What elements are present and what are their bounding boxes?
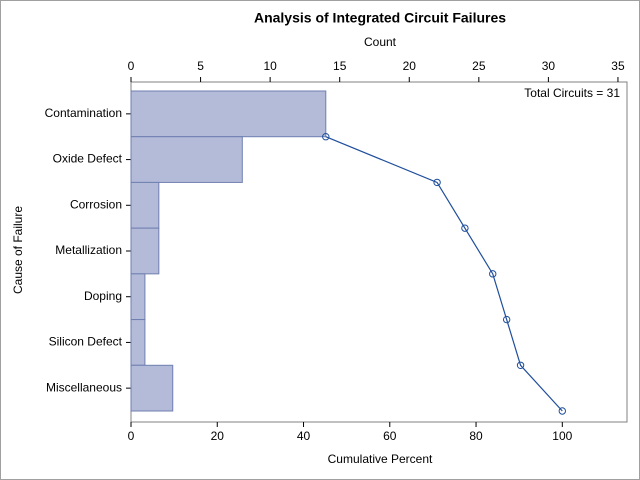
cumulative-point bbox=[433, 178, 441, 187]
x2-tick-label: 5 bbox=[197, 59, 204, 73]
y-tick-label: Corrosion bbox=[70, 197, 122, 211]
y-tick-label: Contamination bbox=[45, 106, 122, 120]
x2-tick-label: 15 bbox=[333, 59, 347, 73]
bar bbox=[130, 273, 146, 321]
x-tick-label: 60 bbox=[383, 429, 397, 443]
x-axis-label: Cumulative Percent bbox=[328, 452, 433, 466]
x2-tick-label: 30 bbox=[542, 59, 556, 73]
x-tick-label: 20 bbox=[211, 429, 225, 443]
cumulative-line bbox=[325, 136, 563, 412]
x2-axis-label: Count bbox=[364, 35, 397, 49]
annotation: Total Circuits = 31 bbox=[524, 86, 620, 100]
y-tick-label: Metallization bbox=[55, 243, 122, 257]
cumulative-point bbox=[516, 361, 525, 369]
x2-tick-label: 25 bbox=[472, 59, 486, 73]
x-tick-label: 100 bbox=[552, 429, 572, 443]
x2-tick-label: 0 bbox=[128, 59, 135, 73]
bar bbox=[130, 90, 327, 138]
x2-tick-label: 35 bbox=[611, 59, 625, 73]
x2-tick-label: 10 bbox=[263, 59, 277, 73]
x2-tick-label: 20 bbox=[403, 59, 417, 73]
x-tick-label: 40 bbox=[297, 429, 311, 443]
y-tick-label: Oxide Defect bbox=[53, 152, 123, 166]
bar bbox=[130, 227, 160, 275]
cumulative-point bbox=[461, 224, 469, 232]
bar bbox=[130, 181, 160, 229]
cumulative-point bbox=[322, 133, 330, 141]
x-tick-label: 0 bbox=[128, 429, 135, 443]
cumulative-point bbox=[502, 315, 511, 324]
cumulative-point bbox=[489, 270, 497, 278]
bar bbox=[130, 319, 146, 366]
bar bbox=[130, 364, 174, 412]
bar bbox=[130, 136, 243, 183]
y-tick-label: Miscellaneous bbox=[46, 380, 122, 394]
y-axis-label: Cause of Failure bbox=[11, 206, 25, 294]
cumulative-point bbox=[558, 407, 567, 415]
x-tick-label: 80 bbox=[469, 429, 483, 443]
chart-title: Analysis of Integrated Circuit Failures bbox=[254, 10, 506, 26]
y-tick-label: Doping bbox=[84, 289, 122, 303]
y-tick-label: Silicon Defect bbox=[49, 335, 123, 349]
